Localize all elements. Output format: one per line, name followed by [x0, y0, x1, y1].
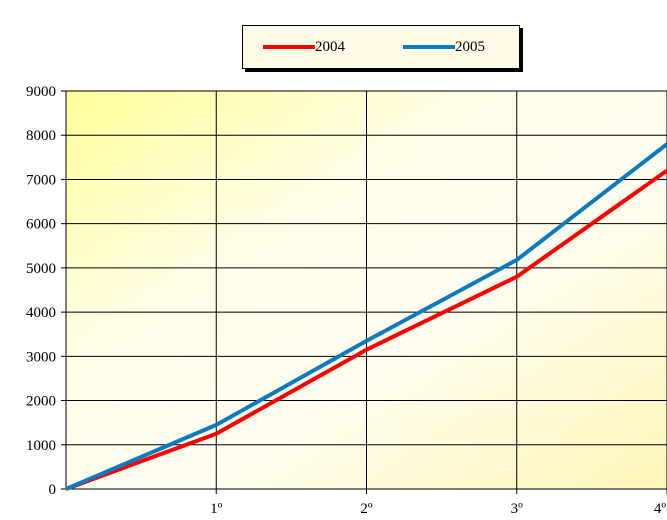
y-tick-label: 4000 — [26, 305, 56, 321]
legend-item-2005: 2005 — [403, 26, 485, 68]
y-axis-ticks: 0 1000 2000 3000 4000 5000 6000 7000 8000 9000 — [26, 84, 66, 498]
x-axis-ticks: 1º 2º 3º 4º — [210, 489, 667, 517]
legend-swatch-2004 — [263, 45, 315, 49]
y-tick-label: 1000 — [26, 438, 56, 454]
x-tick-label: 3º — [511, 501, 524, 517]
x-tick-label: 1º — [210, 501, 223, 517]
x-tick-label: 4º — [654, 501, 667, 517]
y-tick-label: 6000 — [26, 217, 56, 233]
y-tick-label: 3000 — [26, 349, 56, 365]
y-tick-label: 7000 — [26, 172, 56, 188]
y-tick-label: 9000 — [26, 84, 56, 100]
y-tick-label: 8000 — [26, 128, 56, 144]
y-tick-label: 5000 — [26, 261, 56, 277]
legend-swatch-2005 — [403, 45, 455, 49]
legend-label-2005: 2005 — [455, 38, 485, 55]
series-line-2005 — [65, 142, 667, 491]
x-tick-label: 2º — [360, 501, 373, 517]
series-line-2004 — [65, 168, 667, 491]
series-lines — [65, 142, 667, 491]
grid-lines — [66, 90, 667, 489]
legend: 2004 2005 — [242, 25, 520, 69]
y-tick-label: 0 — [49, 482, 57, 498]
legend-item-2004: 2004 — [263, 26, 345, 68]
legend-label-2004: 2004 — [315, 38, 345, 55]
y-tick-label: 2000 — [26, 394, 56, 410]
